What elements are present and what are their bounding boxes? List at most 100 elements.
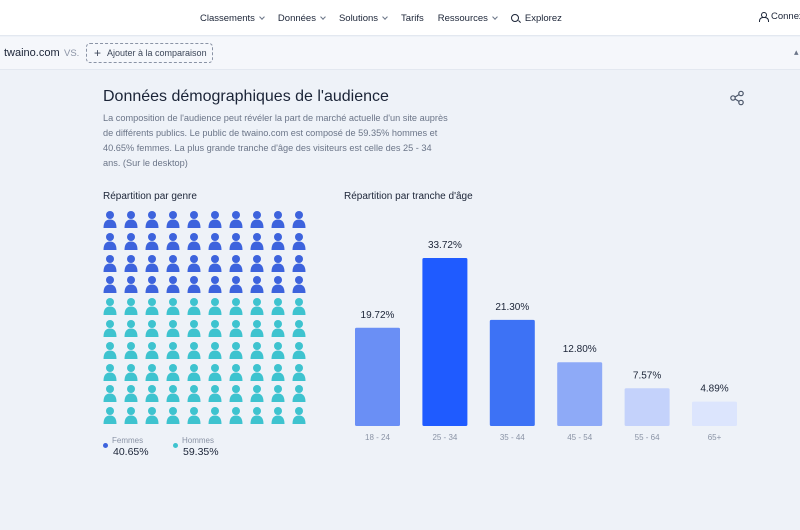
bar-3[interactable] xyxy=(557,362,603,426)
bar-value-label: 21.30% xyxy=(495,302,529,313)
person-female-icon xyxy=(166,276,180,294)
chevron-down-icon xyxy=(382,13,388,20)
nav-donnees[interactable]: Données xyxy=(278,13,326,24)
user-icon xyxy=(759,12,769,22)
person-male-icon xyxy=(292,407,306,425)
person-male-icon xyxy=(271,298,285,316)
person-female-icon xyxy=(145,254,159,272)
legend-female-label: Femmes xyxy=(112,436,144,445)
person-male-icon xyxy=(250,363,264,381)
person-male-icon xyxy=(250,298,264,316)
person-male-icon xyxy=(271,385,285,403)
person-male-icon xyxy=(250,385,264,403)
add-comparison-button[interactable]: + Ajouter à la comparaison xyxy=(86,43,213,63)
nav-explorez[interactable]: Explorez xyxy=(510,12,562,24)
person-female-icon xyxy=(187,211,201,228)
bar-value-label: 7.57% xyxy=(633,370,661,381)
person-male-icon xyxy=(124,363,138,381)
person-male-icon xyxy=(229,341,243,359)
nav-solutions-label: Solutions xyxy=(338,12,379,24)
person-female-icon xyxy=(187,254,201,272)
person-female-icon xyxy=(250,276,264,294)
bar-4[interactable] xyxy=(624,388,670,426)
person-female-icon xyxy=(229,276,243,294)
person-male-icon xyxy=(103,341,117,359)
person-female-icon xyxy=(208,211,222,228)
person-male-icon xyxy=(103,385,117,403)
share-icon[interactable] xyxy=(729,90,745,106)
person-male-icon xyxy=(103,320,117,337)
nav-explorez-label: Explorez xyxy=(524,12,562,24)
top-nav: Classements Données Solutions Tarifs Res… xyxy=(0,0,800,36)
nav-menu: Classements Données Solutions Tarifs Res… xyxy=(200,0,576,36)
person-male-icon xyxy=(166,407,180,425)
person-male-icon xyxy=(187,407,201,425)
person-female-icon xyxy=(145,276,159,294)
bar-5[interactable] xyxy=(692,401,737,426)
person-male-icon xyxy=(208,320,222,337)
person-male-icon xyxy=(103,298,117,316)
person-female-icon xyxy=(124,276,138,294)
category-label: 55 - 64 xyxy=(635,433,660,442)
person-female-icon xyxy=(103,232,117,250)
plus-icon: + xyxy=(94,46,102,60)
section-description: La composition de l'audience peut révéle… xyxy=(103,113,448,168)
chevron-up-icon[interactable]: ▴ xyxy=(794,47,799,57)
person-female-icon xyxy=(166,254,180,272)
person-female-icon xyxy=(292,232,306,250)
nav-solutions[interactable]: Solutions xyxy=(338,12,388,24)
person-male-icon xyxy=(208,363,222,381)
person-female-icon xyxy=(103,254,117,272)
nav-tarifs-label: Tarifs xyxy=(401,12,424,24)
person-male-icon xyxy=(145,341,159,359)
add-comparison-label: Ajouter à la comparaison xyxy=(107,48,207,58)
bar-2[interactable] xyxy=(489,319,535,426)
person-male-icon xyxy=(250,341,264,359)
nav-tarifs[interactable]: Tarifs xyxy=(401,13,424,24)
login-link[interactable]: Connex xyxy=(759,11,800,22)
male-dot xyxy=(173,443,178,448)
person-male-icon xyxy=(145,363,159,381)
nav-classements[interactable]: Classements xyxy=(200,13,265,24)
chevron-down-icon xyxy=(259,13,265,20)
age-bar-chart: 19.72% 18 - 24 33.72% 25 - 34 21.30% 35 - 44 1… xyxy=(355,240,737,442)
person-male-icon xyxy=(166,298,180,316)
chevron-down-icon xyxy=(320,13,326,20)
person-male-icon xyxy=(229,363,243,381)
person-male-icon xyxy=(103,407,117,425)
person-female-icon xyxy=(229,254,243,272)
person-female-icon xyxy=(250,232,264,250)
person-male-icon xyxy=(145,407,159,425)
female-dot xyxy=(103,443,108,448)
person-female-icon xyxy=(145,232,159,250)
nav-ressources[interactable]: Ressources xyxy=(438,13,498,24)
person-male-icon xyxy=(208,407,222,425)
person-female-icon xyxy=(271,254,285,272)
category-label: 35 - 44 xyxy=(500,433,525,442)
bar-value-label: 33.72% xyxy=(428,240,462,251)
person-male-icon xyxy=(229,407,243,425)
person-female-icon xyxy=(229,211,243,228)
chevron-down-icon xyxy=(492,13,498,20)
person-male-icon xyxy=(250,407,264,425)
person-male-icon xyxy=(208,298,222,316)
person-male-icon xyxy=(271,407,285,425)
person-female-icon xyxy=(208,254,222,272)
person-male-icon xyxy=(145,385,159,403)
bar-1[interactable] xyxy=(422,258,468,426)
person-female-icon xyxy=(187,276,201,294)
person-female-icon xyxy=(271,276,285,294)
category-label: 18 - 24 xyxy=(365,433,390,442)
bar-0[interactable] xyxy=(355,327,400,426)
person-male-icon xyxy=(187,363,201,381)
person-male-icon xyxy=(145,320,159,337)
person-male-icon xyxy=(292,363,306,381)
category-label: 45 - 54 xyxy=(567,433,592,442)
person-male-icon xyxy=(229,385,243,403)
person-male-icon xyxy=(187,341,201,359)
person-female-icon xyxy=(124,211,138,228)
comparison-bar: twaino.com VS. + Ajouter à la comparaiso… xyxy=(0,37,800,70)
bar-value-label: 12.80% xyxy=(563,344,597,355)
person-female-icon xyxy=(208,232,222,250)
person-male-icon xyxy=(103,363,117,381)
